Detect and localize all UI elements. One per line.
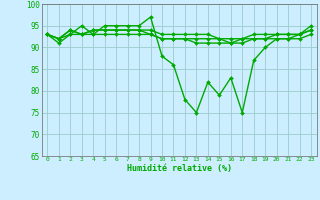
X-axis label: Humidité relative (%): Humidité relative (%)	[127, 164, 232, 173]
